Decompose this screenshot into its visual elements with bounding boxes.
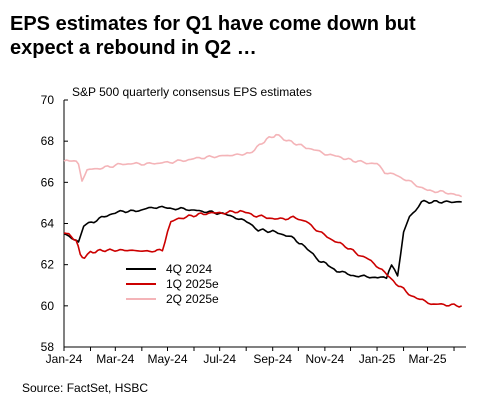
x-tick-label: Jul-24 [203, 352, 236, 366]
y-tick-label: 68 [41, 134, 55, 148]
legend-label: 1Q 2025e [166, 277, 219, 291]
x-tick-label: Mar-24 [96, 352, 134, 366]
y-tick-label: 64 [41, 217, 55, 231]
y-tick-label: 58 [41, 340, 55, 354]
y-tick-label: 66 [41, 175, 55, 189]
y-tick-label: 70 [41, 93, 55, 107]
x-tick-label: Nov-24 [306, 352, 345, 366]
series-line-2q-2025e [63, 133, 463, 198]
series-line-1q-2025e [63, 209, 463, 308]
legend-label: 4Q 2024 [166, 262, 212, 276]
x-tick-label: May-24 [147, 352, 187, 366]
chart-title: EPS estimates for Q1 have come down but … [10, 13, 416, 59]
x-tick-label: Jan-24 [46, 352, 83, 366]
x-tick-label: Sep-24 [253, 352, 292, 366]
x-tick-label: Mar-25 [409, 352, 447, 366]
x-tick-label: Jan-25 [359, 352, 396, 366]
series-line-4q-2024 [63, 199, 462, 280]
y-tick-label: 60 [41, 299, 55, 313]
legend-label: 2Q 2025e [166, 292, 219, 306]
chart-subtitle: S&P 500 quarterly consensus EPS estimate… [72, 85, 312, 99]
y-tick-label: 62 [41, 258, 55, 272]
source-note: Source: FactSet, HSBC [22, 381, 149, 395]
plot-area: 58 60 62 64 66 68 70 Jan-24 Mar-24 May-24 Jul-24 Se… [41, 93, 466, 366]
